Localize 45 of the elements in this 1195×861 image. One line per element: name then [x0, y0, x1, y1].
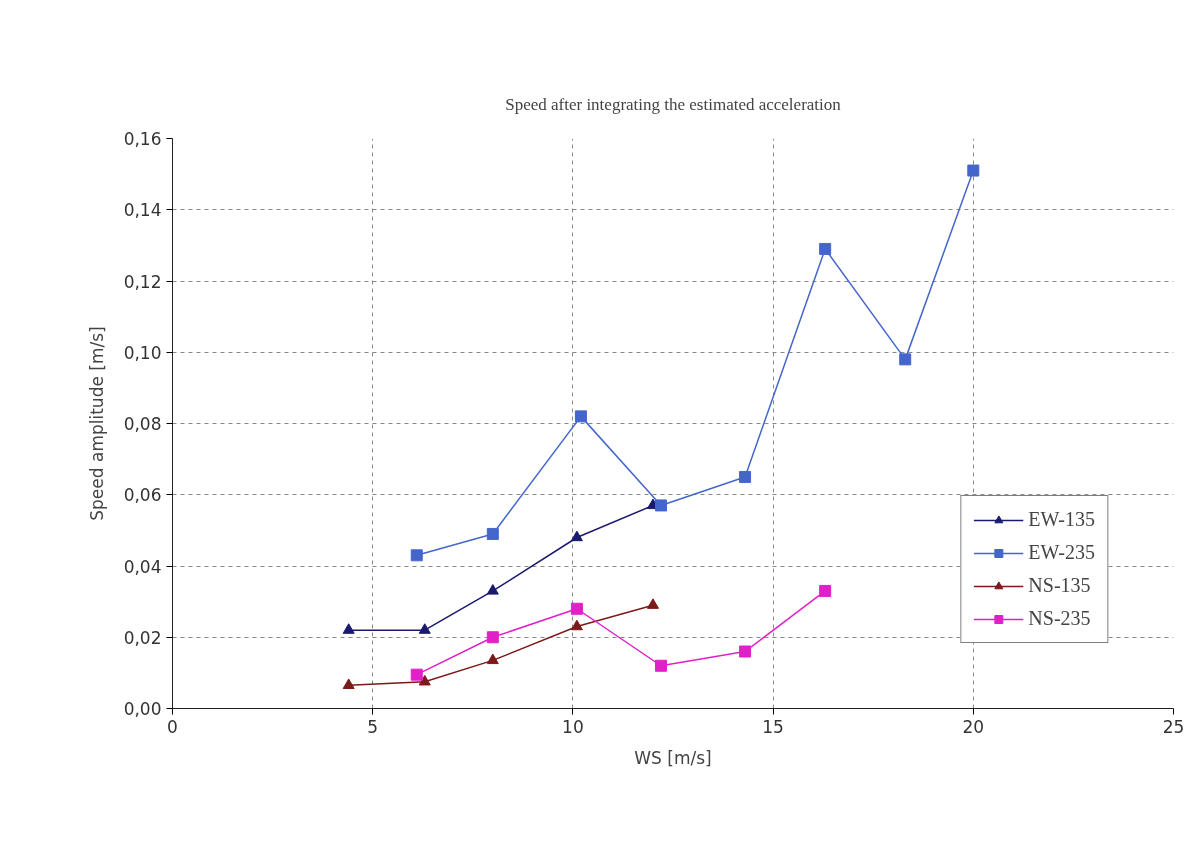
- point: [570, 619, 583, 631]
- x-tick-label: 15: [762, 716, 784, 737]
- y-tick-label: 0,14: [123, 200, 162, 221]
- point: [486, 527, 499, 540]
- x-tick-label: 10: [562, 716, 584, 737]
- x-tick-label: 25: [1162, 716, 1185, 737]
- point: [574, 410, 587, 423]
- y-tick-label: 0,10: [123, 342, 162, 363]
- y-tick-label: 0,08: [123, 414, 162, 434]
- y-tick-label: 0,04: [123, 556, 162, 577]
- point: [899, 353, 912, 366]
- y-tick-label: 0,00: [123, 699, 162, 719]
- point: [486, 653, 499, 665]
- point: [570, 602, 583, 615]
- legend-label: NS-235: [1028, 607, 1091, 630]
- point: [654, 659, 667, 672]
- x-tick-label: 0: [167, 716, 178, 737]
- point: [418, 674, 431, 686]
- point: [342, 623, 355, 634]
- x-axis-title: WS [m/s]: [634, 747, 712, 768]
- point: [410, 549, 423, 562]
- point: [418, 623, 431, 634]
- point: [342, 678, 355, 690]
- point: [570, 530, 583, 542]
- point: [739, 470, 752, 483]
- legend-label: EW-235: [1028, 541, 1095, 564]
- y-axis-title: Speed amplitude [m/s]: [86, 326, 107, 521]
- point: [410, 668, 423, 681]
- point: [486, 584, 499, 595]
- point: [739, 645, 752, 658]
- chart-title: Speed after integrating the estimated acceleration: [505, 94, 842, 114]
- legend-label: NS-135: [1028, 574, 1091, 597]
- point: [819, 242, 832, 255]
- point: [646, 598, 659, 609]
- y-tick-label: 0,12: [123, 271, 162, 292]
- y-tick-label: 0,06: [123, 485, 162, 506]
- point: [654, 499, 667, 512]
- x-tick-label: 5: [367, 716, 379, 737]
- point: [967, 164, 980, 177]
- point: [819, 584, 832, 597]
- legend-label: EW-135: [1028, 508, 1095, 531]
- x-tick-label: 20: [962, 716, 985, 737]
- y-tick-label: 0,02: [123, 627, 162, 648]
- point: [486, 631, 499, 644]
- y-tick-label: 0,16: [123, 129, 162, 149]
